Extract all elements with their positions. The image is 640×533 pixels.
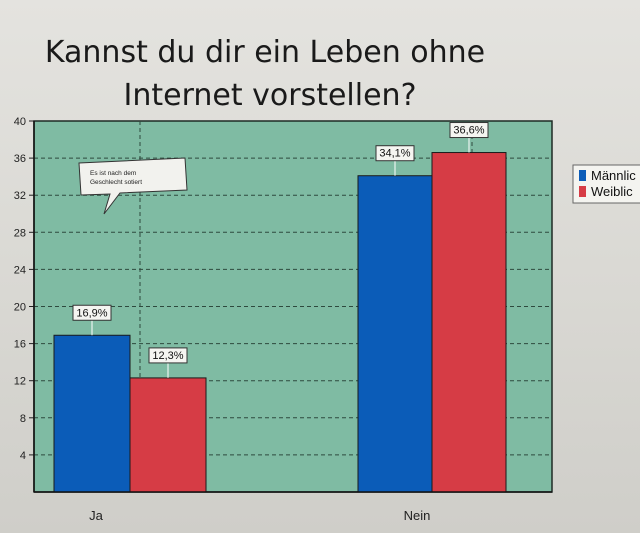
data-label-nein-0: 34,1%	[379, 148, 410, 160]
legend-swatch-male	[579, 170, 586, 181]
data-label-nein-1: 36,6%	[453, 125, 484, 137]
legend-label-female: Weiblic	[591, 184, 633, 199]
data-label-box-ja-0	[72, 304, 112, 321]
ytick-label-36: 36	[14, 153, 26, 165]
category-label-ja: Ja	[89, 508, 104, 523]
data-label-box-ja-1	[148, 347, 188, 364]
data-label-box-nein-0	[375, 145, 415, 162]
axes: 4 8 12 16 20 24 28 32 36 40 Ja Nein	[14, 116, 552, 523]
ytick-label-4: 4	[20, 450, 26, 462]
ytick-label-24: 24	[14, 264, 26, 276]
legend-swatch-female	[579, 186, 586, 197]
category-label-nein: Nein	[404, 508, 431, 523]
callout-line-1: Es ist nach dem	[90, 170, 136, 177]
ytick-label-32: 32	[14, 190, 26, 202]
ytick-label-12: 12	[14, 376, 26, 388]
data-label-ja-1: 12,3%	[152, 350, 183, 362]
ytick-label-28: 28	[14, 227, 26, 239]
callout-bubble	[78, 157, 188, 215]
bar-nein-male	[357, 175, 433, 493]
ytick-label-16: 16	[14, 339, 26, 351]
ytick-label-40: 40	[14, 116, 26, 128]
data-labels: 16,9% 12,3% 34,1% 36,6%	[72, 122, 489, 378]
chart-title-line-2: Internet vorstellen?	[123, 78, 416, 113]
legend: Männlic Weiblic	[572, 164, 640, 204]
callout-line-2: Geschlecht sotiert	[90, 179, 142, 186]
bar-ja-male	[53, 334, 131, 493]
ytick-label-20: 20	[14, 302, 26, 314]
annotation-callout: Es ist nach dem Geschlecht sotiert	[78, 157, 188, 215]
ytick-label-8: 8	[20, 413, 26, 425]
data-label-box-nein-1	[449, 122, 489, 139]
bars	[53, 152, 507, 493]
chart-title-line-1: Kannst du dir ein Leben ohne	[45, 35, 485, 70]
bar-nein-female	[431, 152, 507, 493]
bar-ja-female	[129, 377, 207, 493]
data-label-ja-0: 16,9%	[76, 307, 107, 319]
legend-label-male: Männlic	[591, 168, 636, 183]
